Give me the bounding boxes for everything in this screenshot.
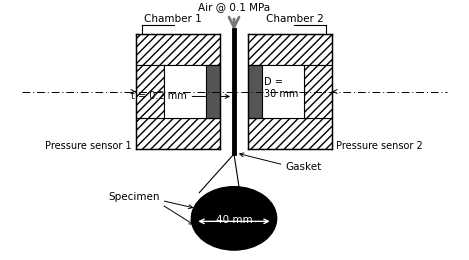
Polygon shape [248,65,262,118]
Polygon shape [136,34,220,65]
Text: 40 mm: 40 mm [216,215,252,225]
Text: Pressure sensor 2: Pressure sensor 2 [336,141,423,151]
Polygon shape [206,65,220,118]
Text: Chamber 1: Chamber 1 [144,14,202,24]
Polygon shape [164,65,206,118]
Text: Chamber 2: Chamber 2 [266,14,324,24]
Polygon shape [136,118,220,149]
Polygon shape [262,65,304,118]
Text: Gasket: Gasket [286,162,322,172]
Text: t = 0.2 mm: t = 0.2 mm [131,92,187,101]
Polygon shape [136,65,164,118]
Polygon shape [304,65,332,118]
Text: Air @ 0.1 MPa: Air @ 0.1 MPa [198,2,270,12]
Polygon shape [248,118,332,149]
Text: Specimen: Specimen [108,192,159,202]
Text: D =
30 mm: D = 30 mm [264,77,298,99]
Text: Pressure sensor 1: Pressure sensor 1 [45,141,132,151]
Polygon shape [248,34,332,65]
Ellipse shape [191,187,277,250]
